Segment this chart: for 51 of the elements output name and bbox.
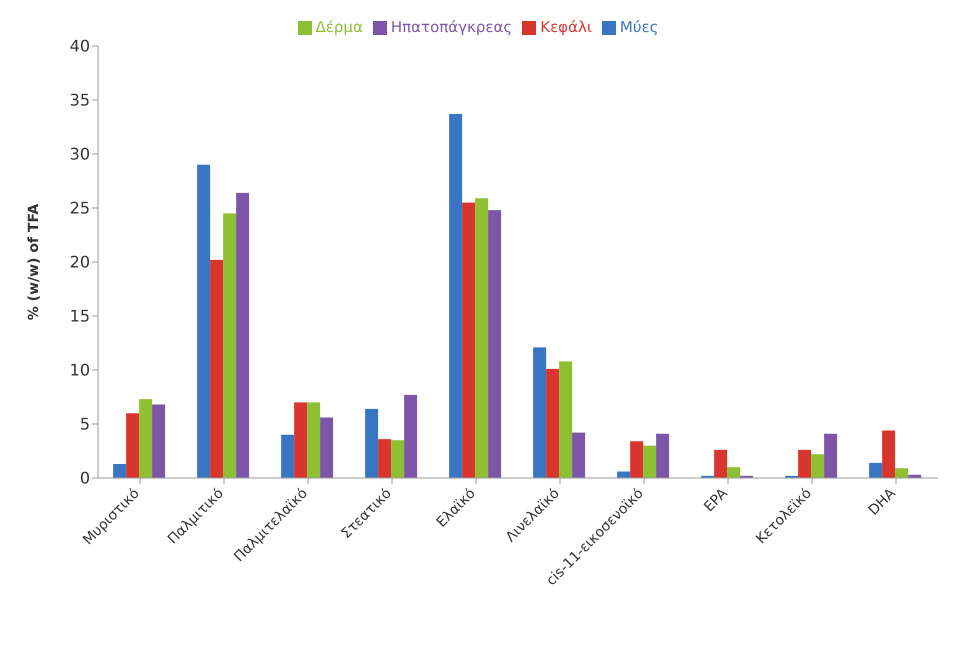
bar — [630, 441, 644, 478]
bar — [320, 418, 334, 478]
bar — [895, 468, 908, 478]
bar — [643, 446, 656, 478]
bar — [462, 202, 476, 478]
bar — [236, 192, 250, 478]
bar — [798, 450, 812, 478]
bar — [139, 399, 152, 478]
bar — [475, 198, 488, 478]
y-axis-title: % (w/w) of TFA — [26, 204, 42, 320]
legend-label: Μύες — [620, 18, 658, 36]
y-tick-label: 15 — [70, 306, 90, 326]
bar — [294, 402, 308, 478]
bar — [617, 472, 630, 478]
bar — [882, 430, 896, 478]
bar — [210, 260, 224, 478]
bar — [281, 434, 294, 478]
y-tick-label: 5 — [80, 414, 90, 434]
y-tick-label: 20 — [70, 252, 90, 272]
legend-label: Κεφάλι — [540, 18, 592, 36]
y-tick-label: 10 — [70, 360, 90, 380]
bar — [533, 347, 546, 478]
bar — [546, 368, 560, 478]
bar — [559, 361, 572, 478]
x-tick-label: EPA — [701, 485, 732, 516]
bar — [824, 434, 838, 478]
y-tick-label: 30 — [70, 144, 90, 164]
y-tick-label: 0 — [80, 468, 90, 488]
y-tick-label: 40 — [70, 36, 90, 56]
bar — [656, 434, 670, 478]
bar — [572, 432, 586, 478]
bar — [365, 408, 378, 478]
bar — [391, 440, 404, 478]
legend-label: Ηπατοπάγκρεας — [390, 18, 512, 36]
bar — [223, 213, 236, 478]
bar — [197, 164, 210, 478]
bar — [869, 462, 882, 478]
bar — [449, 114, 462, 478]
bar — [152, 404, 166, 478]
bar — [727, 467, 740, 478]
bar — [811, 454, 824, 478]
bar — [488, 210, 502, 478]
legend-label: Δέρμα — [316, 18, 363, 36]
y-tick-label: 35 — [70, 90, 90, 110]
bar — [378, 439, 392, 478]
bar — [307, 402, 320, 478]
bar — [126, 413, 140, 478]
bar — [113, 464, 126, 478]
y-tick-label: 25 — [70, 198, 90, 218]
bar — [714, 450, 728, 478]
bar — [404, 394, 418, 478]
